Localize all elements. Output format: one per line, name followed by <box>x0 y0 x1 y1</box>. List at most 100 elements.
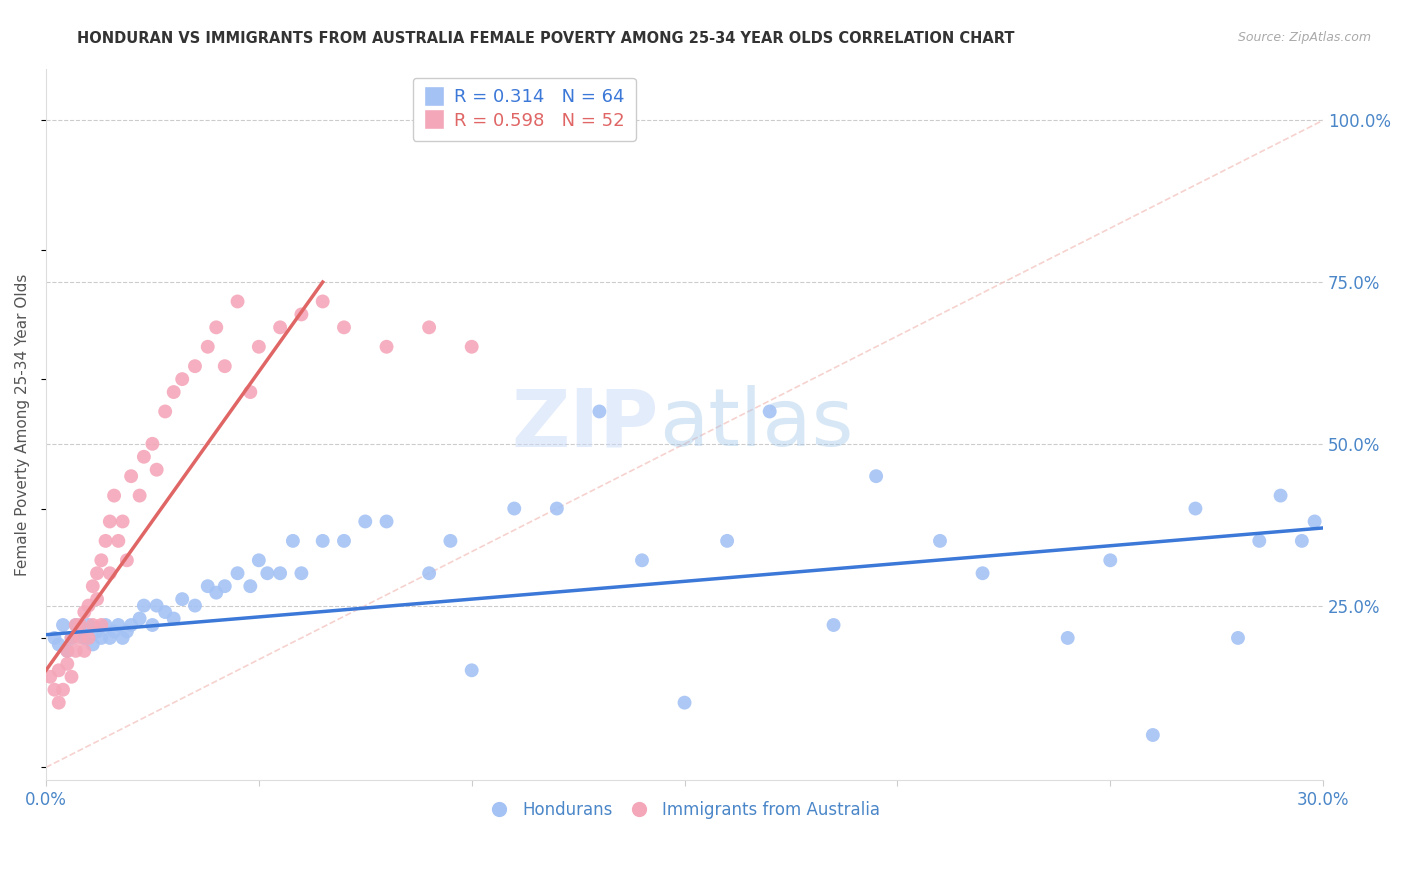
Point <box>239 385 262 400</box>
Point <box>52 618 75 632</box>
Point <box>65 644 87 658</box>
Point <box>56 644 79 658</box>
Point <box>546 501 568 516</box>
Point <box>172 592 194 607</box>
Point <box>269 320 291 334</box>
Point <box>673 696 696 710</box>
Point <box>184 599 207 613</box>
Point <box>214 359 236 374</box>
Point <box>226 294 249 309</box>
Point <box>39 670 62 684</box>
Point <box>145 599 167 613</box>
Point <box>86 566 108 581</box>
Y-axis label: Female Poverty Among 25-34 Year Olds: Female Poverty Among 25-34 Year Olds <box>15 273 30 575</box>
Point <box>82 637 104 651</box>
Point <box>86 592 108 607</box>
Point <box>48 663 70 677</box>
Point <box>163 611 186 625</box>
Text: atlas: atlas <box>659 385 853 464</box>
Text: Source: ZipAtlas.com: Source: ZipAtlas.com <box>1237 31 1371 45</box>
Point <box>141 618 163 632</box>
Point <box>98 566 121 581</box>
Point <box>197 340 219 354</box>
Point <box>69 618 91 632</box>
Point <box>239 579 262 593</box>
Point <box>865 469 887 483</box>
Point <box>823 618 845 632</box>
Point <box>94 618 117 632</box>
Point <box>256 566 278 581</box>
Point <box>1142 728 1164 742</box>
Point <box>226 566 249 581</box>
Point <box>56 657 79 671</box>
Point <box>163 385 186 400</box>
Point <box>69 631 91 645</box>
Point <box>48 696 70 710</box>
Point <box>94 533 117 548</box>
Point <box>60 670 83 684</box>
Legend: Hondurans, Immigrants from Australia: Hondurans, Immigrants from Australia <box>482 794 887 825</box>
Point <box>60 631 83 645</box>
Point <box>247 340 270 354</box>
Point <box>128 489 150 503</box>
Point <box>418 320 440 334</box>
Point <box>77 618 100 632</box>
Point <box>82 579 104 593</box>
Point <box>205 585 228 599</box>
Point <box>281 533 304 548</box>
Point <box>153 404 176 418</box>
Point <box>141 437 163 451</box>
Point <box>120 469 142 483</box>
Point <box>1099 553 1122 567</box>
Point <box>77 599 100 613</box>
Point <box>1056 631 1078 645</box>
Point <box>631 553 654 567</box>
Point <box>52 682 75 697</box>
Point <box>132 599 155 613</box>
Point <box>60 631 83 645</box>
Point <box>44 631 66 645</box>
Point <box>44 682 66 697</box>
Point <box>73 631 96 645</box>
Point <box>269 566 291 581</box>
Point <box>111 631 134 645</box>
Point <box>1303 515 1326 529</box>
Point <box>90 618 112 632</box>
Point <box>73 605 96 619</box>
Point <box>214 579 236 593</box>
Point <box>972 566 994 581</box>
Point <box>69 624 91 639</box>
Point <box>90 631 112 645</box>
Point <box>65 618 87 632</box>
Point <box>128 611 150 625</box>
Point <box>98 631 121 645</box>
Point <box>115 624 138 639</box>
Point <box>439 533 461 548</box>
Point <box>290 566 312 581</box>
Point <box>172 372 194 386</box>
Point <box>56 644 79 658</box>
Point <box>312 294 335 309</box>
Point <box>333 320 356 334</box>
Point <box>111 515 134 529</box>
Point <box>48 637 70 651</box>
Point <box>82 618 104 632</box>
Point <box>1291 533 1313 548</box>
Point <box>86 624 108 639</box>
Point <box>65 618 87 632</box>
Point <box>98 515 121 529</box>
Point <box>333 533 356 548</box>
Point <box>132 450 155 464</box>
Point <box>418 566 440 581</box>
Point <box>1270 489 1292 503</box>
Point <box>103 624 125 639</box>
Point <box>77 631 100 645</box>
Point <box>153 605 176 619</box>
Point <box>103 489 125 503</box>
Point <box>375 515 398 529</box>
Point <box>460 340 482 354</box>
Point <box>184 359 207 374</box>
Point <box>1249 533 1271 548</box>
Point <box>354 515 377 529</box>
Point <box>107 618 129 632</box>
